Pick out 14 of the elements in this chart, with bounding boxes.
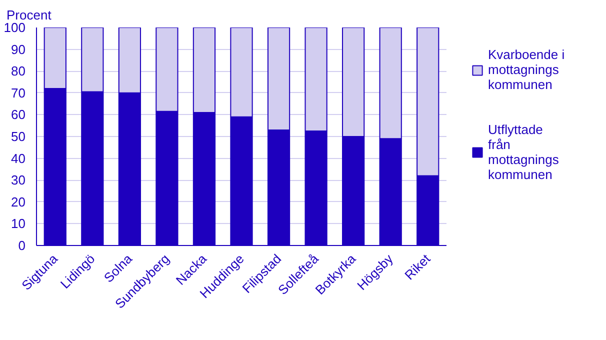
y-tick-label: 60 (11, 107, 26, 122)
legend-label: Utflyttade från mottagnings kommunen (488, 122, 559, 182)
y-axis-title: Procent (6, 8, 52, 22)
legend-label: Kvarboende i mottagnings kommunen (488, 47, 565, 92)
y-tick-label: 70 (11, 85, 26, 100)
y-tick-label: 0 (18, 238, 26, 253)
y-tick-label: 100 (4, 20, 26, 35)
y-tick-label: 30 (11, 172, 26, 188)
y-tick-label: 40 (11, 150, 26, 166)
y-tick-label: 50 (11, 129, 26, 144)
y-tick-label: 10 (11, 216, 26, 232)
y-tick-label: 80 (11, 64, 26, 79)
y-tick-label: 20 (11, 194, 26, 210)
y-tick-label: 90 (11, 42, 26, 57)
